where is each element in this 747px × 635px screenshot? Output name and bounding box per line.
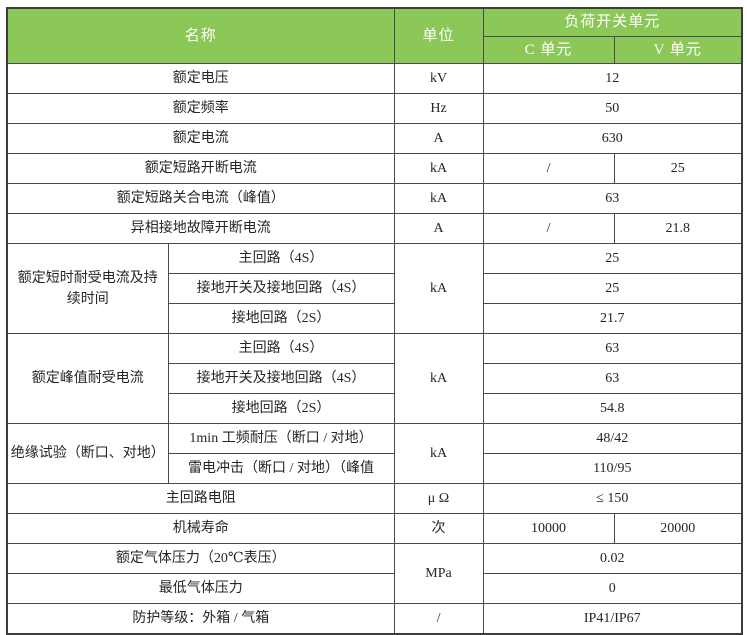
cell-name: 异相接地故障开断电流 <box>6 213 395 244</box>
row-earth-fault-breaking: 异相接地故障开断电流 A / 21.8 <box>6 213 743 244</box>
cell-unit: A <box>393 213 484 244</box>
cell-sub-name: 1min 工频耐压（断口 / 对地） <box>167 423 395 454</box>
cell-v-value: 25 <box>613 153 743 184</box>
row-insulation-test-1: 绝缘试验（断口、对地） 1min 工频耐压（断口 / 对地） kA 48/42 <box>6 423 743 484</box>
row-rated-gas-pressure: 额定气体压力（20℃表压） MPa 0.02 <box>6 543 743 604</box>
cell-value: IP41/IP67 <box>482 603 743 634</box>
cell-value: 50 <box>482 93 743 124</box>
cell-unit: kA <box>393 423 484 484</box>
row-protection-class: 防护等级：外箱 / 气箱 / IP41/IP67 <box>6 603 743 634</box>
row-peak-withstand-1: 额定峰值耐受电流 主回路（4S） kA 63 <box>6 333 743 424</box>
row-short-circuit-breaking: 额定短路开断电流 kA / 25 <box>6 153 743 184</box>
row-insulation-test-2: 雷电冲击（断口 / 对地）（峰值 110/95 <box>7 453 743 484</box>
cell-unit: 次 <box>393 513 484 544</box>
cell-name: 额定电压 <box>6 63 395 94</box>
cell-name: 防护等级：外箱 / 气箱 <box>6 603 395 634</box>
cell-name: 额定短路开断电流 <box>6 153 395 184</box>
cell-sub-name: 接地开关及接地回路（4S） <box>167 273 395 304</box>
row-short-time-withstand-3: 接地回路（2S） 21.7 <box>7 303 743 334</box>
header-v-unit: V 单元 <box>613 35 743 64</box>
cell-value: 0.02 <box>482 543 743 574</box>
cell-group-label: 额定短时耐受电流及持续时间 <box>6 243 169 334</box>
cell-value: 21.7 <box>482 303 743 334</box>
row-rated-frequency: 额定频率 Hz 50 <box>6 93 743 124</box>
cell-v-value: 20000 <box>613 513 743 544</box>
row-mechanical-life: 机械寿命 次 10000 20000 <box>6 513 743 544</box>
header-load-switch-unit: 负荷开关单元 <box>482 7 743 37</box>
cell-name: 额定短路关合电流（峰值） <box>6 183 395 214</box>
spec-table: 名称 单位 负荷开关单元 C 单元 V 单元 额定电压 kV 12 额定频率 H… <box>6 7 744 635</box>
cell-unit: kA <box>393 153 484 184</box>
cell-value: 110/95 <box>482 453 743 484</box>
cell-value: ≤ 150 <box>482 483 743 514</box>
cell-unit: kA <box>393 333 484 424</box>
cell-v-value: 21.8 <box>613 213 743 244</box>
cell-sub-name: 主回路（4S） <box>167 333 395 364</box>
row-main-circuit-resistance: 主回路电阻 μ Ω ≤ 150 <box>6 483 743 514</box>
cell-value: 0 <box>482 573 743 604</box>
cell-value: 63 <box>482 333 743 364</box>
cell-value: 25 <box>482 273 743 304</box>
cell-group-label: 绝缘试验（断口、对地） <box>6 423 169 484</box>
row-peak-withstand-2: 接地开关及接地回路（4S） 63 <box>7 363 743 394</box>
cell-sub-name: 接地回路（2S） <box>167 303 395 334</box>
cell-name: 主回路电阻 <box>6 483 395 514</box>
cell-sub-name: 接地开关及接地回路（4S） <box>167 363 395 394</box>
cell-name: 最低气体压力 <box>6 573 395 604</box>
row-peak-withstand-3: 接地回路（2S） 54.8 <box>7 393 743 424</box>
header-c-unit: C 单元 <box>482 35 615 64</box>
cell-value: 630 <box>482 123 743 154</box>
cell-name: 额定电流 <box>6 123 395 154</box>
cell-unit: A <box>393 123 484 154</box>
row-rated-current: 额定电流 A 630 <box>6 123 743 154</box>
cell-name: 额定频率 <box>6 93 395 124</box>
cell-value: 63 <box>482 363 743 394</box>
cell-unit: MPa <box>393 543 484 604</box>
cell-c-value: 10000 <box>482 513 615 544</box>
row-short-time-withstand-2: 接地开关及接地回路（4S） 25 <box>7 273 743 304</box>
row-short-time-withstand-1: 额定短时耐受电流及持续时间 主回路（4S） kA 25 <box>6 243 743 334</box>
cell-unit: kA <box>393 243 484 334</box>
row-rated-voltage: 额定电压 kV 12 <box>6 63 743 94</box>
cell-unit: / <box>393 603 484 634</box>
header-unit: 单位 <box>393 7 484 64</box>
cell-sub-name: 主回路（4S） <box>167 243 395 274</box>
cell-unit: kA <box>393 183 484 214</box>
header-name: 名称 <box>6 7 395 64</box>
cell-value: 48/42 <box>482 423 743 454</box>
cell-unit: μ Ω <box>393 483 484 514</box>
cell-name: 机械寿命 <box>6 513 395 544</box>
cell-c-value: / <box>482 213 615 244</box>
row-short-circuit-making: 额定短路关合电流（峰值） kA 63 <box>6 183 743 214</box>
cell-sub-name: 接地回路（2S） <box>167 393 395 424</box>
cell-c-value: / <box>482 153 615 184</box>
cell-value: 12 <box>482 63 743 94</box>
cell-sub-name: 雷电冲击（断口 / 对地）（峰值 <box>167 453 395 484</box>
cell-name: 额定气体压力（20℃表压） <box>6 543 395 574</box>
cell-group-label: 额定峰值耐受电流 <box>6 333 169 424</box>
cell-value: 54.8 <box>482 393 743 424</box>
cell-unit: Hz <box>393 93 484 124</box>
cell-unit: kV <box>393 63 484 94</box>
cell-value: 25 <box>482 243 743 274</box>
cell-value: 63 <box>482 183 743 214</box>
row-minimum-gas-pressure: 最低气体压力 0 <box>6 573 743 604</box>
